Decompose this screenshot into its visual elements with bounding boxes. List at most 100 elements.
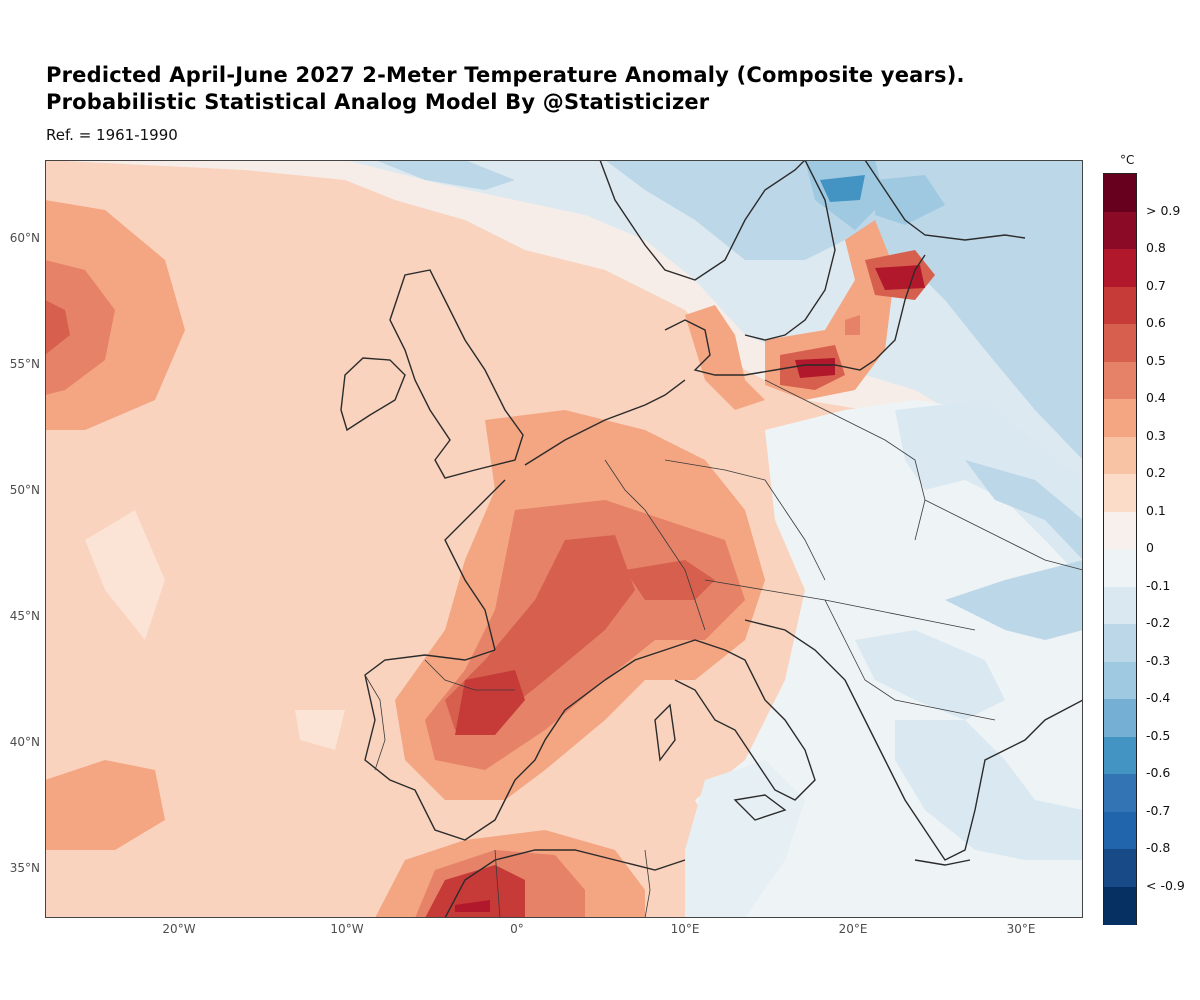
france-atlantic-coast (444, 479, 506, 651)
sweden-east-coast (744, 160, 836, 341)
cool-belarus (965, 460, 1083, 560)
colorbar-label: 0 (1146, 540, 1154, 555)
warm-south-baltic-core (795, 358, 835, 378)
lat-label-60n: 60°N (9, 231, 40, 245)
warm-atlantic-core (45, 260, 115, 395)
colorbar-step (1104, 399, 1136, 437)
colorbar-label: 0.7 (1146, 277, 1166, 293)
lon-label-10e: 10°E (670, 922, 700, 936)
great-britain-outline (389, 269, 524, 479)
lat-label-40n: 40°N (9, 735, 40, 749)
corsica-sardinia (654, 703, 676, 762)
colorbar-label: 0.4 (1146, 390, 1166, 405)
weak-warm-patch-west (295, 710, 345, 750)
sicily (733, 794, 787, 821)
warm-north-africa-core (425, 865, 525, 918)
colorbar-step (1104, 324, 1136, 362)
title-line-1: Predicted April-June 2027 2-Meter Temper… (46, 63, 965, 87)
anomaly-map (45, 160, 1083, 918)
weak-warm-atlantic (85, 510, 165, 640)
lon-label-10w: 10°W (330, 922, 364, 936)
north-sea-coast (524, 379, 686, 466)
lon-label-0: 0° (510, 922, 524, 936)
colorbar-step (1104, 249, 1136, 287)
warm-gotland (845, 315, 860, 335)
colorbar-label: -0.2 (1146, 615, 1171, 630)
colorbar-step (1104, 286, 1136, 325)
iberia-outline (364, 649, 606, 841)
border-spain-portugal (364, 674, 386, 771)
warm-north-africa-peak (455, 900, 490, 912)
colorbar-step (1104, 211, 1136, 250)
warm-atlantic-center (45, 300, 70, 355)
map-canvas (45, 160, 1083, 918)
legend-title: °C (1120, 153, 1135, 167)
cold-patch-norway-sea (375, 160, 515, 190)
lat-label-35n: 35°N (9, 861, 40, 875)
colorbar-step (1104, 511, 1136, 550)
chart-title: Predicted April-June 2027 2-Meter Temper… (46, 62, 965, 116)
lat-label-50n: 50°N (9, 483, 40, 497)
colorbar-label: -0.8 (1146, 840, 1171, 855)
colorbar-step (1104, 549, 1136, 587)
warm-switzerland (625, 560, 715, 600)
ireland-outline (340, 357, 406, 432)
colorbar-step (1104, 436, 1136, 475)
lon-label-20w: 20°W (162, 922, 196, 936)
border-germany-poland (664, 459, 826, 581)
crete (914, 859, 971, 866)
cool-central-med (685, 760, 805, 918)
colorbar-label: -0.7 (1146, 802, 1171, 818)
colorbar-label: -0.5 (1146, 727, 1171, 743)
colorbar-label: 0.8 (1146, 240, 1166, 255)
colorbar-step (1104, 624, 1136, 662)
colorbar-label: 0.5 (1146, 352, 1166, 368)
italy-outline (604, 639, 816, 801)
coastlines (340, 160, 1083, 918)
cool-ukraine (945, 560, 1083, 640)
adriatic-balkan-coast (744, 619, 1083, 861)
border-spain-france (424, 659, 515, 691)
colorbar-step (1104, 699, 1136, 737)
colorbar-label: 0.3 (1146, 427, 1166, 443)
country-borders (364, 379, 1083, 918)
colorbar-label: < -0.9 (1146, 877, 1185, 893)
lon-label-20e: 20°E (838, 922, 868, 936)
colorbar-step (1104, 474, 1136, 512)
border-hungary-romania (824, 599, 996, 721)
colorbar-label: 0.1 (1146, 502, 1166, 518)
cold-core-bothnia (820, 175, 865, 202)
scandinavia-west-coast (599, 160, 806, 281)
colorbar-step (1104, 849, 1136, 887)
lat-label-45n: 45°N (9, 609, 40, 623)
colorbar-step (1104, 661, 1136, 700)
baltic-south-coast (664, 254, 926, 376)
border-alps-carpathians (704, 579, 976, 631)
colorbar-step (1104, 774, 1136, 812)
warm-gulf-riga-core (875, 265, 925, 290)
map-frame (45, 160, 1083, 918)
cool-balkans-north (855, 630, 1005, 720)
lon-label-30e: 30°E (1006, 922, 1036, 936)
colorbar (1103, 173, 1137, 925)
warm-spain-core (455, 670, 525, 735)
colorbar-label: > 0.9 (1146, 202, 1181, 218)
colorbar-step (1104, 174, 1136, 212)
cold-scandinavia (605, 160, 1083, 460)
colorbar-step (1104, 586, 1136, 625)
border-ukraine-belarus (924, 499, 1083, 571)
colorbar-label: -0.4 (1146, 690, 1171, 705)
reference-period: Ref. = 1961-1990 (46, 126, 178, 144)
colorbar-step (1104, 736, 1136, 775)
lat-label-55n: 55°N (9, 357, 40, 371)
finland-south-coast (864, 160, 1026, 241)
colorbar-label: -0.6 (1146, 765, 1171, 780)
title-line-2: Probabilistic Statistical Analog Model B… (46, 90, 710, 114)
border-morocco-algeria (494, 849, 501, 918)
warm-atlantic-south (45, 760, 165, 850)
colorbar-label: -0.3 (1146, 652, 1171, 668)
border-algeria-tunisia (644, 849, 651, 918)
north-africa-coast (444, 849, 686, 918)
cool-balkans-south (895, 720, 1083, 860)
colorbar-label: 0.6 (1146, 315, 1166, 330)
